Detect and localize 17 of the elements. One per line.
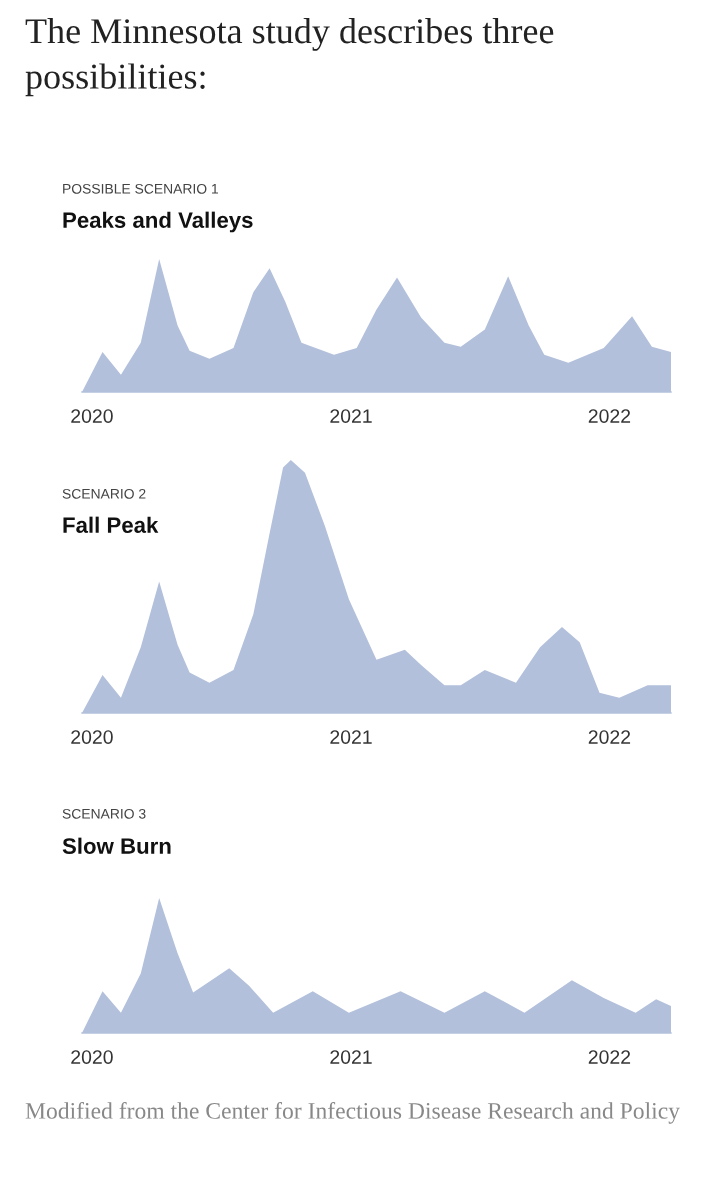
- x-tick-label: 2021: [330, 1050, 372, 1064]
- x-tick-label: 2020: [71, 409, 113, 423]
- x-tick-label: 2021: [330, 730, 372, 744]
- chart-subtitle: Slow Burn: [62, 837, 171, 854]
- x-tick-label: 2020: [71, 730, 113, 744]
- x-tick-label: 2022: [588, 730, 631, 744]
- x-tick-label: 2022: [588, 409, 631, 423]
- text: The Minnesota study describes three possibilities:: [25, 18, 554, 97]
- text: Fall Peak: [63, 516, 159, 533]
- chart-subtitle: Peaks and Valleys: [63, 211, 253, 233]
- chart-title: POSSIBLE SCENARIO 1: [63, 183, 219, 194]
- x-tick-label: 2022: [588, 1050, 631, 1064]
- text: Modified from the Center for Infectious Disease Research and Policy: [25, 1102, 680, 1124]
- text: SCENARIO 2: [62, 488, 146, 499]
- x-tick-label: 2021: [330, 409, 372, 423]
- x-tick-label: 2020: [71, 1050, 113, 1064]
- chart-title: SCENARIO 3: [62, 808, 146, 819]
